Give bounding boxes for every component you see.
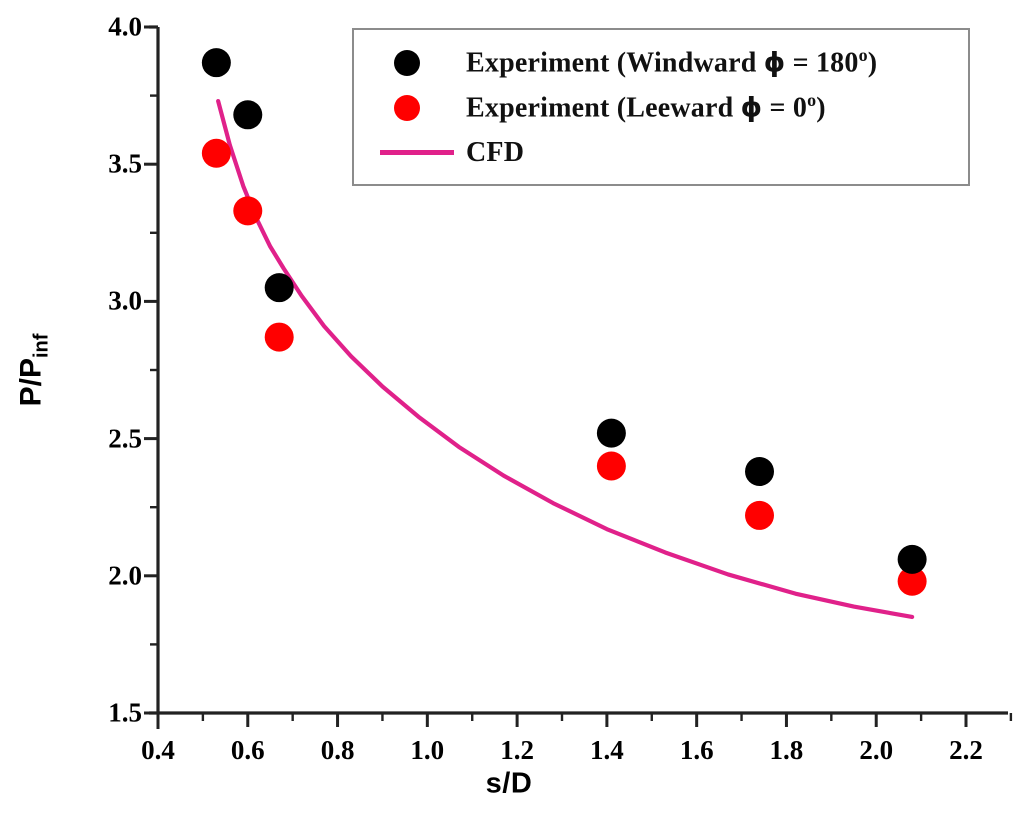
x-tick-label: 1.6: [679, 735, 714, 765]
black-dot-icon: [394, 49, 420, 76]
data-point: [897, 566, 927, 596]
legend-label-cfd: CFD: [466, 136, 525, 168]
magenta-line-icon: [380, 150, 454, 155]
x-tick-label: 2.2: [949, 735, 983, 765]
x-tick-label: 0.8: [320, 735, 355, 765]
x-tick-label: 2.0: [859, 735, 894, 765]
data-point: [596, 451, 626, 481]
y-tick-label: 4.0: [108, 11, 142, 42]
y-axis-title-main: P/P: [14, 358, 48, 407]
legend-item-leeward: Experiment (Leeward ϕ = 0o): [354, 85, 968, 130]
y-axis-ticks: [144, 25, 158, 715]
legend-label-leeward-suffix: ): [816, 92, 826, 124]
cfd-curve: [216, 98, 915, 620]
phi-symbol-icon: ϕ: [763, 47, 786, 79]
y-axis-title-subscript: inf: [30, 333, 53, 359]
data-point: [233, 100, 263, 130]
legend-label-leeward-degree: o: [807, 90, 817, 111]
legend-label-windward-degree: o: [858, 45, 868, 66]
data-point: [264, 273, 294, 303]
legend-key-cfd: [380, 150, 466, 155]
legend-label-leeward-prefix: Experiment (Leeward: [466, 92, 741, 124]
data-point: [201, 48, 231, 78]
data-point: [596, 418, 626, 448]
data-point: [745, 457, 775, 487]
legend-item-cfd: CFD: [354, 130, 968, 175]
legend-label-windward-suffix: ): [867, 47, 878, 79]
data-point: [897, 544, 927, 574]
y-tick-label: 3.5: [108, 148, 142, 179]
y-tick-label: 1.5: [108, 697, 142, 728]
x-axis-ticks: [156, 700, 1013, 729]
y-tick-label: 3.0: [108, 285, 142, 316]
x-tick-label: 1.8: [769, 735, 804, 765]
data-point: [264, 322, 294, 352]
data-point: [233, 196, 263, 226]
legend-box: Experiment (Windward ϕ = 180o) Experimen…: [352, 28, 970, 186]
legend-key-leeward: [380, 94, 466, 121]
legend-label-leeward: Experiment (Leeward ϕ = 0o): [466, 90, 826, 124]
series-points: [201, 138, 927, 596]
data-point: [201, 138, 231, 168]
legend-label-windward: Experiment (Windward ϕ = 180o): [466, 45, 877, 79]
red-dot-icon: [394, 94, 420, 121]
x-tick-label: 1.2: [500, 735, 534, 765]
x-axis-title: s/D: [485, 767, 533, 800]
legend-label-leeward-mid: = 0: [762, 92, 808, 124]
series-points: [201, 48, 927, 574]
x-tick-label: 1.0: [410, 735, 445, 765]
legend-item-windward: Experiment (Windward ϕ = 180o): [354, 40, 968, 85]
phi-symbol-icon: ϕ: [740, 92, 763, 124]
x-tick-label: 0.4: [141, 735, 175, 765]
legend-label-windward-mid: = 180: [785, 47, 859, 79]
y-tick-label: 2.0: [108, 560, 142, 591]
y-tick-label: 2.5: [108, 423, 142, 454]
y-axis-title: P/Pinf: [15, 334, 54, 407]
x-tick-label: 0.6: [230, 735, 265, 765]
legend-key-windward: [380, 49, 466, 76]
x-tick-label: 1.4: [590, 735, 624, 765]
legend-label-windward-prefix: Experiment (Windward: [466, 47, 764, 79]
data-point: [745, 500, 775, 530]
